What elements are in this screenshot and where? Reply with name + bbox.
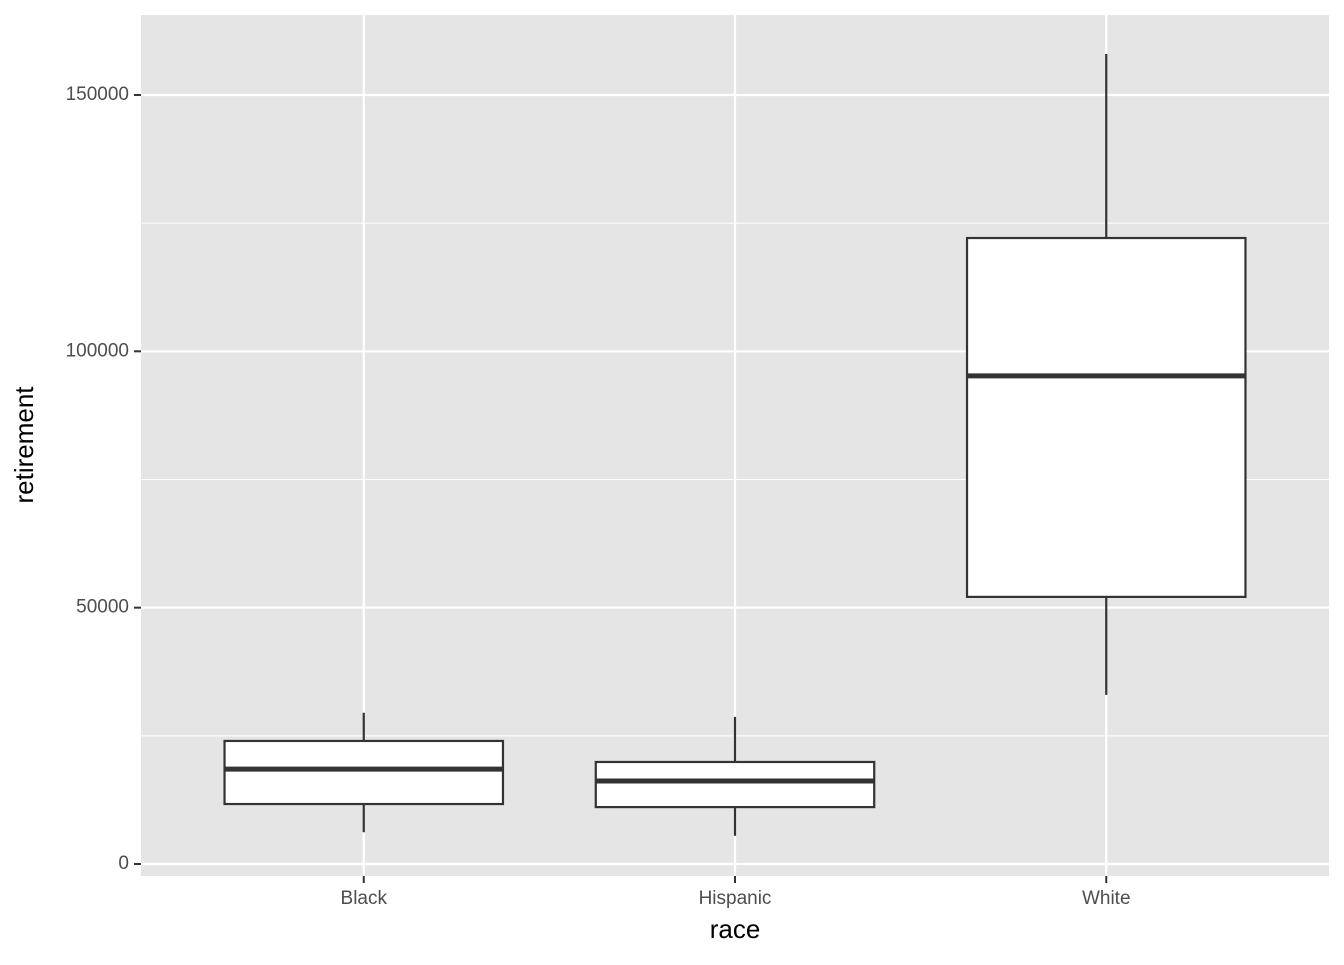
x-tick-label: Hispanic <box>699 888 772 909</box>
y-tick-label: 100000 <box>66 340 129 361</box>
x-tick-label: White <box>1082 888 1131 909</box>
box <box>223 739 505 806</box>
y-tick-label: 150000 <box>66 84 129 105</box>
x-axis-title: race <box>710 914 761 944</box>
y-tick-label: 50000 <box>76 597 129 618</box>
box <box>965 236 1247 598</box>
y-axis-title: retirement <box>9 386 39 504</box>
x-tick-label: Black <box>341 888 388 909</box>
y-tick-label: 0 <box>118 853 129 874</box>
box <box>594 760 876 809</box>
